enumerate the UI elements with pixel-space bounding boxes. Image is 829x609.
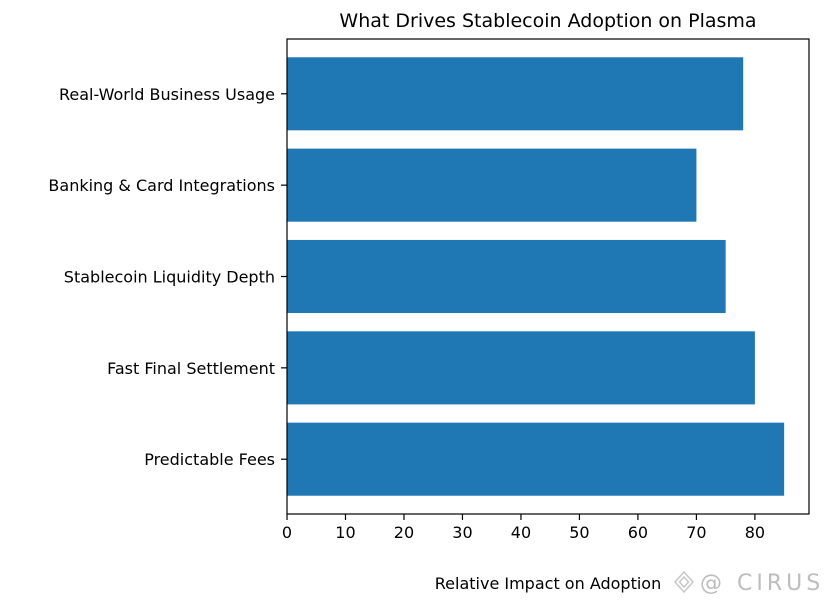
y-tick-label: Fast Final Settlement: [107, 359, 275, 378]
chart-title: What Drives Stablecoin Adoption on Plasm…: [339, 10, 756, 32]
x-tick-label: 50: [569, 523, 589, 542]
x-axis-label: Relative Impact on Adoption: [435, 574, 661, 593]
bar-real-world-business-usage: [287, 57, 744, 131]
x-tick-label: 0: [282, 523, 292, 542]
x-tick-label: 70: [686, 523, 706, 542]
bar-banking-card-integrations: [287, 148, 697, 222]
y-axis: Predictable Fees Fast Final Settlement Sta…: [48, 85, 287, 469]
x-tick-label: 20: [394, 523, 414, 542]
bar-predictable-fees: [287, 422, 785, 496]
x-tick-label: 10: [335, 523, 355, 542]
watermark: @ CIRUS: [673, 570, 824, 596]
bar-stablecoin-liquidity-depth: [287, 239, 726, 314]
x-axis: 0 10 20 30 40 50 60 70 80: [282, 514, 765, 542]
x-tick-label: 60: [628, 523, 648, 542]
y-tick-label: Stablecoin Liquidity Depth: [64, 268, 275, 287]
cirus-logo-icon: [673, 570, 695, 594]
x-tick-label: 30: [452, 523, 472, 542]
bars-group: [287, 57, 785, 496]
x-tick-label: 40: [511, 523, 531, 542]
y-tick-label: Real-World Business Usage: [59, 85, 275, 104]
y-tick-label: Predictable Fees: [144, 450, 275, 469]
bar-fast-final-settlement: [287, 331, 755, 405]
x-tick-label: 80: [745, 523, 765, 542]
watermark-text: @ CIRUS: [700, 571, 824, 596]
y-tick-label: Banking & Card Integrations: [48, 176, 275, 195]
